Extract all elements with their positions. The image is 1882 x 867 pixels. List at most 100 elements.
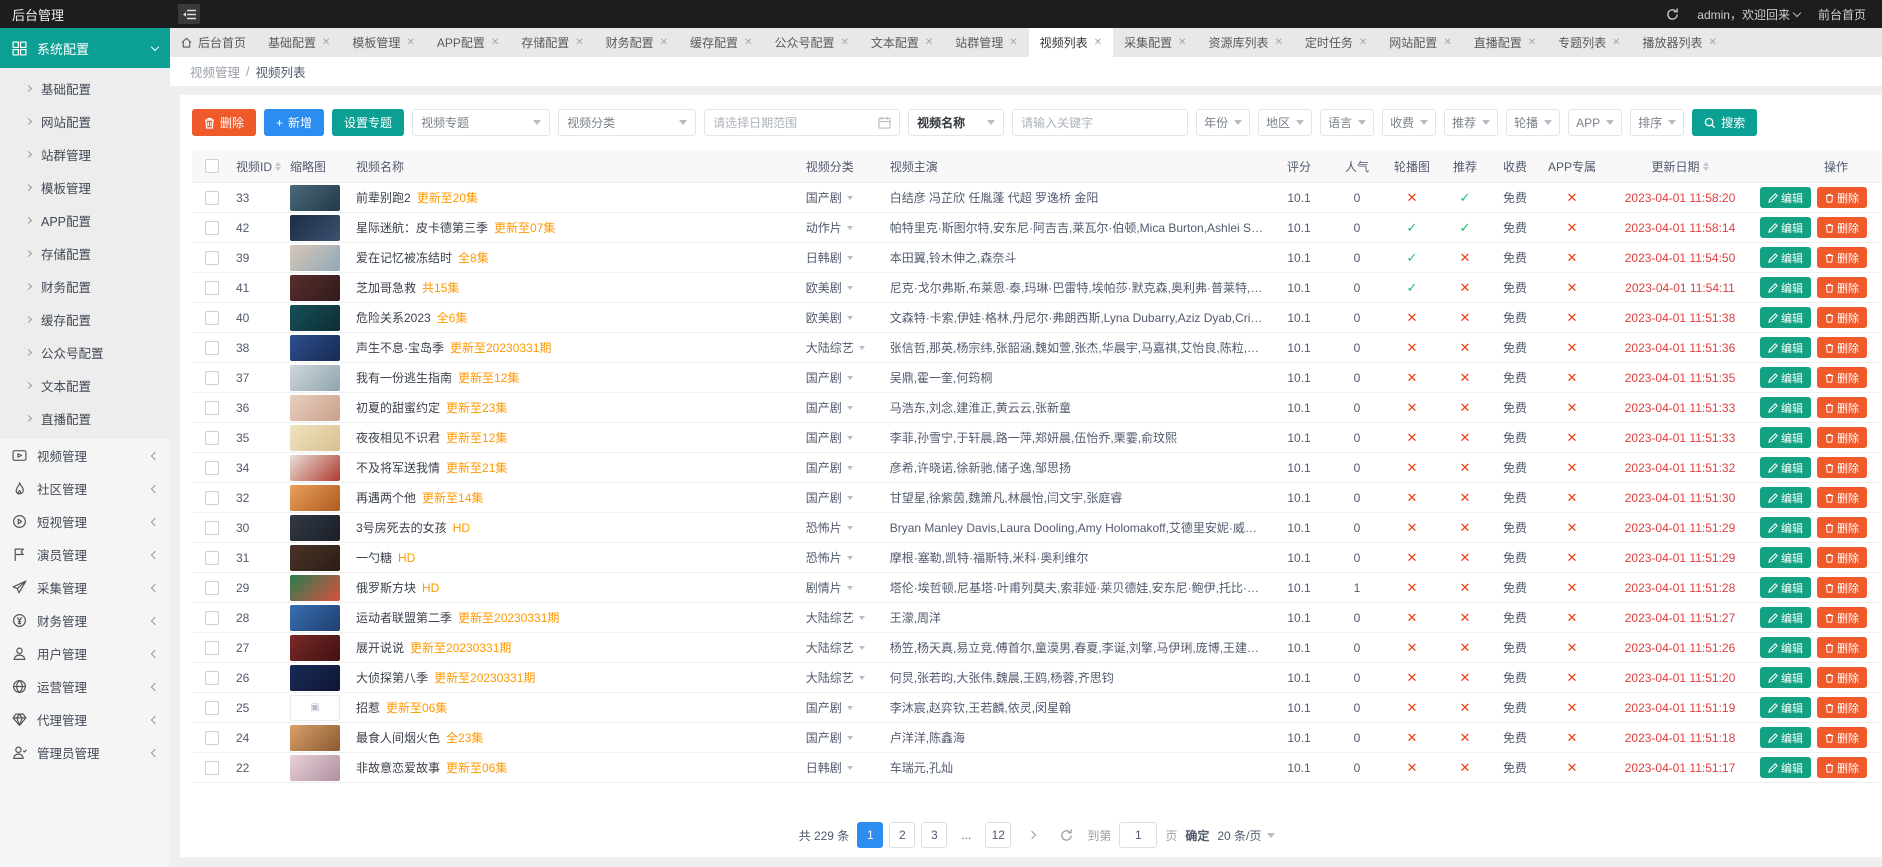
app-exclusive-toggle[interactable]: ✕: [1566, 309, 1578, 325]
refresh-icon[interactable]: [1666, 7, 1679, 21]
recommend-toggle[interactable]: ✓: [1459, 189, 1471, 205]
row-delete-button[interactable]: 删除: [1817, 427, 1867, 448]
video-title[interactable]: 3号房死去的女孩: [356, 521, 447, 535]
video-title[interactable]: 再遇两个他: [356, 491, 417, 505]
recommend-toggle[interactable]: ✕: [1459, 489, 1471, 505]
video-title[interactable]: 爱在记忆被冻结时: [356, 251, 453, 265]
tab[interactable]: 专题列表 ✕: [1547, 28, 1631, 57]
carousel-toggle[interactable]: ✕: [1406, 759, 1418, 775]
add-button[interactable]: + 新增: [264, 109, 325, 136]
video-title[interactable]: 运动者联盟第二季: [356, 611, 453, 625]
tab-close-icon[interactable]: ✕: [322, 36, 331, 48]
row-delete-button[interactable]: 删除: [1817, 697, 1867, 718]
carousel-toggle[interactable]: ✓: [1406, 219, 1418, 235]
set-topic-button[interactable]: 设置专题: [332, 109, 405, 136]
row-checkbox[interactable]: [205, 730, 219, 745]
row-delete-button[interactable]: 删除: [1817, 487, 1867, 508]
recommend-toggle[interactable]: ✕: [1459, 549, 1471, 565]
front-site-link[interactable]: 前台首页: [1817, 7, 1866, 22]
row-delete-button[interactable]: 删除: [1817, 187, 1867, 208]
row-checkbox[interactable]: [205, 670, 219, 685]
row-delete-button[interactable]: 删除: [1817, 667, 1867, 688]
tab-close-icon[interactable]: ✕: [744, 36, 753, 48]
edit-button[interactable]: 编辑: [1760, 667, 1811, 688]
edit-button[interactable]: 编辑: [1760, 277, 1811, 298]
recommend-toggle[interactable]: ✕: [1459, 639, 1471, 655]
tab[interactable]: APP配置 ✕: [426, 28, 510, 57]
row-checkbox[interactable]: [205, 220, 219, 235]
edit-button[interactable]: 编辑: [1760, 427, 1811, 448]
tab[interactable]: 网站配置 ✕: [1378, 28, 1462, 57]
tab[interactable]: 存储配置 ✕: [510, 28, 594, 57]
sidebar-subitem-财务配置[interactable]: 财务配置: [0, 270, 170, 303]
edit-button[interactable]: 编辑: [1760, 517, 1811, 538]
edit-button[interactable]: 编辑: [1760, 397, 1811, 418]
carousel-toggle[interactable]: ✕: [1406, 549, 1418, 565]
tab-close-icon[interactable]: ✕: [406, 36, 415, 48]
page-button-2[interactable]: 2: [889, 822, 916, 848]
video-category[interactable]: 恐怖片: [805, 551, 842, 565]
app-exclusive-toggle[interactable]: ✕: [1566, 729, 1578, 745]
edit-button[interactable]: 编辑: [1760, 187, 1811, 208]
row-delete-button[interactable]: 删除: [1817, 577, 1867, 598]
tab[interactable]: 视频列表 ✕: [1028, 28, 1114, 57]
row-checkbox[interactable]: [205, 760, 219, 775]
video-category[interactable]: 欧美剧: [805, 311, 842, 325]
tab[interactable]: 采集配置 ✕: [1113, 28, 1197, 57]
recommend-toggle[interactable]: ✕: [1459, 429, 1471, 445]
recommend-toggle[interactable]: ✕: [1459, 279, 1471, 295]
tab[interactable]: 后台首页: [170, 28, 257, 57]
row-delete-button[interactable]: 删除: [1817, 547, 1867, 568]
sidebar-subitem-存储配置[interactable]: 存储配置: [0, 237, 170, 270]
pager-refresh-icon[interactable]: [1053, 822, 1079, 848]
row-checkbox[interactable]: [205, 340, 219, 355]
tab[interactable]: 缓存配置 ✕: [679, 28, 763, 57]
recommend-toggle[interactable]: ✕: [1459, 609, 1471, 625]
tab[interactable]: 直播配置 ✕: [1463, 28, 1547, 57]
video-category[interactable]: 恐怖片: [805, 521, 842, 535]
per-page-select[interactable]: 20 条/页: [1217, 827, 1276, 844]
video-title[interactable]: 我有一份逃生指南: [356, 371, 453, 385]
sidebar-item-视频管理[interactable]: 视频管理: [0, 439, 170, 472]
tab-close-icon[interactable]: ✕: [1612, 36, 1621, 48]
tab-close-icon[interactable]: ✕: [1274, 36, 1283, 48]
carousel-toggle[interactable]: ✕: [1406, 579, 1418, 595]
edit-button[interactable]: 编辑: [1760, 697, 1811, 718]
app-exclusive-toggle[interactable]: ✕: [1566, 399, 1578, 415]
row-checkbox[interactable]: [205, 430, 219, 445]
row-checkbox[interactable]: [205, 520, 219, 535]
recommend-toggle[interactable]: ✕: [1459, 669, 1471, 685]
row-delete-button[interactable]: 删除: [1817, 217, 1867, 238]
tab-close-icon[interactable]: ✕: [1178, 36, 1187, 48]
edit-button[interactable]: 编辑: [1760, 487, 1811, 508]
tab[interactable]: 站群管理 ✕: [944, 28, 1028, 57]
recommend-toggle[interactable]: ✕: [1459, 399, 1471, 415]
app-exclusive-toggle[interactable]: ✕: [1566, 639, 1578, 655]
app-exclusive-toggle[interactable]: ✕: [1566, 759, 1578, 775]
video-category[interactable]: 日韩剧: [805, 761, 842, 775]
video-title[interactable]: 夜夜相见不识君: [356, 431, 441, 445]
recommend-toggle[interactable]: ✕: [1459, 339, 1471, 355]
row-checkbox[interactable]: [205, 310, 219, 325]
sort-id-icon[interactable]: [275, 161, 282, 171]
video-title[interactable]: 不及将军送我情: [356, 461, 441, 475]
edit-button[interactable]: 编辑: [1760, 247, 1811, 268]
sidebar-item-财务管理[interactable]: 财务管理: [0, 604, 170, 637]
app-exclusive-toggle[interactable]: ✕: [1566, 579, 1578, 595]
video-category[interactable]: 剧情片: [805, 581, 842, 595]
video-title[interactable]: 前辈别跑2: [356, 191, 411, 205]
video-title[interactable]: 声生不息·宝岛季: [356, 341, 444, 355]
delete-button[interactable]: 删除: [192, 109, 257, 136]
video-category[interactable]: 国产剧: [805, 701, 842, 715]
video-category[interactable]: 国产剧: [805, 401, 842, 415]
tab[interactable]: 资源库列表 ✕: [1197, 28, 1293, 57]
tab-close-icon[interactable]: ✕: [840, 36, 849, 48]
video-category[interactable]: 国产剧: [805, 431, 842, 445]
sidebar-item-运营管理[interactable]: 运营管理: [0, 670, 170, 703]
row-delete-button[interactable]: 删除: [1817, 367, 1867, 388]
app-exclusive-toggle[interactable]: ✕: [1566, 609, 1578, 625]
video-category[interactable]: 国产剧: [805, 371, 842, 385]
next-page-button[interactable]: [1019, 822, 1045, 848]
recommend-toggle[interactable]: ✕: [1459, 519, 1471, 535]
page-button-12[interactable]: 12: [985, 822, 1012, 848]
